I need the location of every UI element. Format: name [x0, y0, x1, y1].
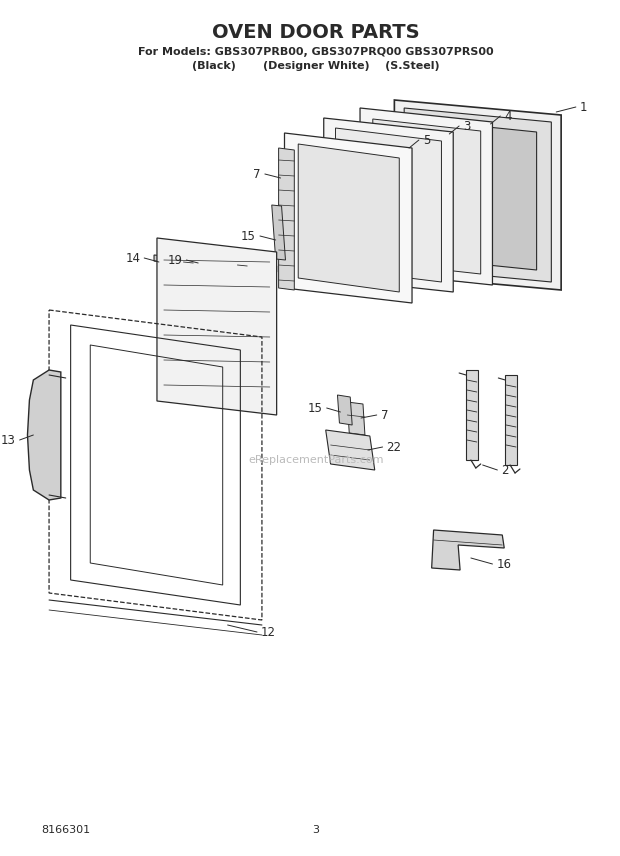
Polygon shape	[404, 108, 551, 282]
Text: 19: 19	[167, 253, 182, 266]
Polygon shape	[326, 430, 374, 470]
Polygon shape	[347, 402, 365, 435]
Text: eReplacementParts.com: eReplacementParts.com	[248, 455, 384, 465]
Text: (Black)       (Designer White)    (S.Steel): (Black) (Designer White) (S.Steel)	[192, 61, 440, 71]
Text: 8166301: 8166301	[41, 825, 91, 835]
Text: 16: 16	[497, 557, 511, 570]
Text: 12: 12	[261, 626, 276, 639]
Text: 7: 7	[381, 408, 388, 421]
Polygon shape	[419, 120, 537, 270]
Text: 3: 3	[312, 825, 319, 835]
Polygon shape	[466, 370, 478, 460]
Polygon shape	[360, 108, 492, 285]
Polygon shape	[335, 128, 441, 282]
Text: 13: 13	[1, 433, 16, 447]
Polygon shape	[157, 238, 277, 415]
Text: 15: 15	[241, 229, 256, 242]
Text: 2: 2	[502, 463, 509, 477]
Text: 5: 5	[423, 134, 430, 146]
Polygon shape	[272, 205, 285, 260]
Polygon shape	[154, 255, 277, 272]
Text: OVEN DOOR PARTS: OVEN DOOR PARTS	[212, 22, 420, 41]
Polygon shape	[278, 148, 294, 290]
Polygon shape	[27, 370, 61, 500]
Polygon shape	[324, 118, 453, 292]
Polygon shape	[373, 119, 480, 274]
Polygon shape	[285, 133, 412, 303]
Polygon shape	[505, 375, 517, 465]
Text: 4: 4	[504, 110, 511, 122]
Text: 1: 1	[580, 100, 587, 114]
Text: 3: 3	[463, 120, 471, 133]
Polygon shape	[432, 530, 504, 570]
Text: 15: 15	[308, 401, 323, 414]
Text: 14: 14	[125, 252, 140, 265]
Text: 7: 7	[254, 168, 261, 181]
Polygon shape	[394, 100, 561, 290]
Text: 22: 22	[386, 441, 402, 454]
Polygon shape	[337, 395, 352, 425]
Polygon shape	[298, 144, 399, 292]
Text: For Models: GBS307PRB00, GBS307PRQ00 GBS307PRS00: For Models: GBS307PRB00, GBS307PRQ00 GBS…	[138, 47, 494, 57]
